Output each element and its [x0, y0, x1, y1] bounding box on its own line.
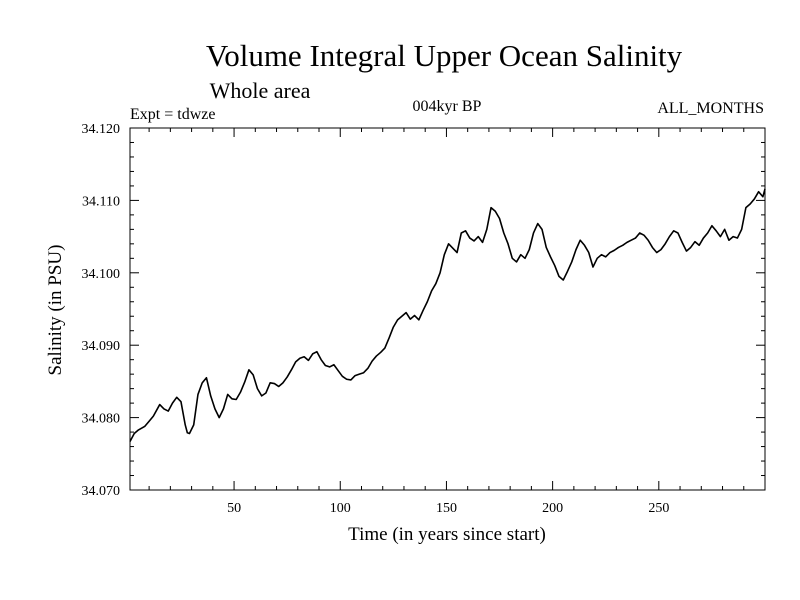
y-tick-label: 34.090 — [82, 339, 121, 354]
y-tick-label: 34.070 — [82, 484, 121, 499]
x-tick-label: 50 — [227, 501, 241, 516]
y-axis-label: Salinity (in PSU) — [45, 245, 66, 376]
chart-subtitle: Whole area — [210, 78, 311, 103]
x-tick-label: 250 — [648, 501, 669, 516]
y-tick-label: 34.080 — [82, 412, 121, 427]
period-label: 004kyr BP — [413, 98, 482, 115]
months-label: ALL_MONTHS — [657, 100, 764, 117]
experiment-label: Expt = tdwze — [130, 106, 215, 123]
chart-title: Volume Integral Upper Ocean Salinity — [206, 38, 683, 73]
plot-frame — [129, 127, 766, 491]
salinity-series-line — [129, 188, 766, 442]
x-tick-label: 100 — [330, 501, 351, 516]
y-tick-label: 34.100 — [82, 267, 121, 282]
y-tick-label: 34.110 — [82, 194, 120, 209]
plot-area: 50 100 150 200 250 34.070 34.080 34.090 34.100 34… — [82, 122, 766, 516]
x-axis-label: Time (in years since start) — [348, 524, 546, 545]
y-tick-label: 34.120 — [82, 122, 121, 137]
x-tick-label: 200 — [542, 501, 563, 516]
x-tick-label: 150 — [436, 501, 457, 516]
